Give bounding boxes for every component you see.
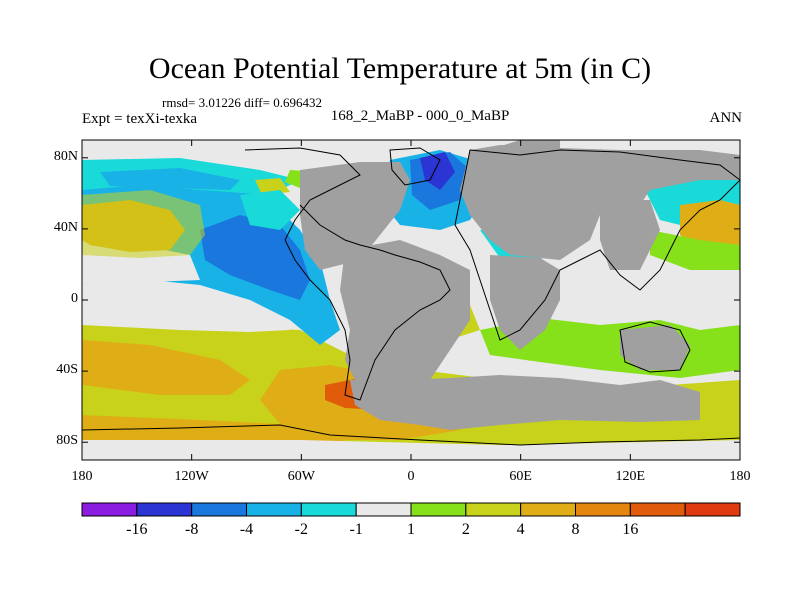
lat-tick-label: 80N — [53, 148, 78, 164]
colorbar-label: -2 — [294, 521, 308, 538]
region-north-atlantic-yellow — [255, 178, 290, 195]
lon-tick-label: 120W — [174, 469, 209, 484]
colorbar-swatch — [81, 502, 138, 517]
region-gulf-cyan — [240, 190, 300, 230]
region-north-pacific-yellow — [82, 190, 205, 258]
colorbar-swatch — [191, 502, 248, 517]
colorbar-label: -16 — [126, 521, 148, 538]
chart-title: Ocean Potential Temperature at 5m (in C) — [148, 52, 652, 85]
lat-tick-label: 0 — [71, 291, 78, 306]
lon-tick-label: 180 — [729, 469, 751, 484]
lat-tick-label: 80S — [56, 433, 78, 449]
lon-tick-label: 60E — [509, 469, 532, 484]
colorbar-swatch — [246, 502, 302, 517]
colorbar-swatch — [684, 502, 741, 517]
colorbar-swatch — [575, 502, 631, 517]
coastline-australia — [619, 321, 691, 373]
stats-label: rmsd= 3.01226 diff= 0.696432 — [162, 95, 322, 110]
coastlines — [81, 147, 741, 446]
colorbar-label: -8 — [184, 521, 199, 538]
lat-tick-label: 40S — [56, 362, 78, 378]
region-east-pacific-blue — [200, 215, 310, 300]
lon-tick-label: 180 — [71, 469, 93, 484]
axis-ticks — [81, 140, 741, 460]
region-southern-ocean-white — [82, 440, 740, 460]
colorbar-label: 1 — [407, 521, 415, 538]
lon-tick-label: 60W — [287, 469, 315, 484]
colorbar — [81, 502, 741, 517]
north-america — [300, 162, 410, 270]
region-northwest-pacific-orange — [680, 200, 740, 250]
coastline-eurasia-africa — [454, 149, 741, 341]
land-mask — [300, 140, 740, 430]
lon-tick-label: 120E — [615, 469, 646, 484]
comparison-label: 168_2_MaBP - 000_0_MaBP — [330, 108, 510, 124]
lon-tick-label: 0 — [407, 469, 415, 484]
experiment-label: Expt = texXi-texka — [82, 111, 198, 127]
colorbar-swatch — [465, 502, 522, 517]
coastline-antarctica — [81, 424, 741, 446]
region-south-pacific-orange — [82, 340, 250, 395]
south-america — [340, 240, 470, 395]
colorbar-label: 4 — [516, 521, 525, 538]
colorbar-label: 2 — [461, 521, 470, 538]
colorbar-swatch — [629, 502, 686, 517]
greenland-block — [495, 140, 560, 165]
region-northwest-pacific-green — [650, 230, 740, 270]
colorbar-label: -4 — [239, 521, 254, 538]
africa — [490, 255, 560, 350]
coastline-greenland — [389, 147, 441, 186]
colorbar-label: 8 — [571, 521, 580, 538]
australia-block — [620, 325, 690, 370]
colorbar-swatch — [136, 502, 193, 517]
asia-east — [600, 200, 660, 270]
colorbar-label: 16 — [622, 521, 639, 538]
coastline-americas — [244, 147, 451, 401]
colorbar-swatch — [520, 502, 577, 517]
colorbar-swatch — [355, 502, 412, 517]
region-south-pacific-white — [82, 300, 290, 332]
region-north-pacific-blue-band — [100, 168, 240, 190]
season-label: ANN — [709, 110, 743, 126]
southern-continent — [350, 375, 700, 430]
colorbar-swatch — [300, 502, 357, 517]
colorbar-label: -1 — [349, 521, 363, 538]
lat-tick-label: 40N — [53, 219, 78, 235]
colorbar-swatch — [410, 502, 467, 517]
